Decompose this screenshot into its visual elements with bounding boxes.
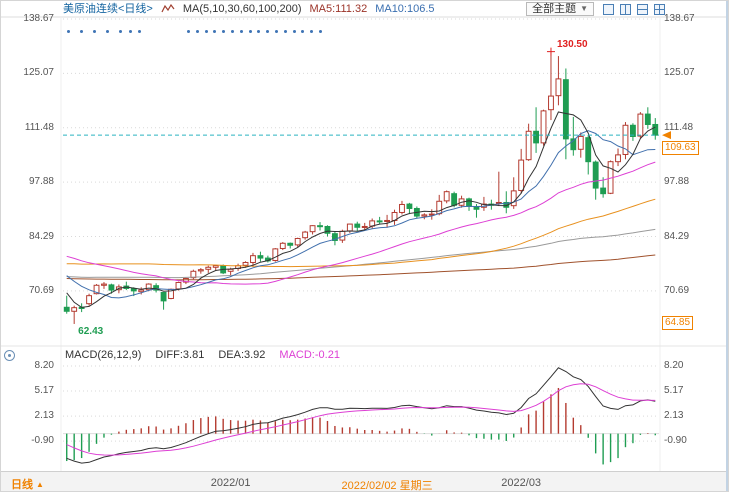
axis-tick-label: 70.69 bbox=[664, 284, 690, 296]
chart-layout-buttons bbox=[602, 3, 666, 16]
macd-diff-value: DIFF:3.81 bbox=[155, 349, 205, 361]
event-marker-dot bbox=[266, 30, 270, 33]
axis-tick-label: 2.13 bbox=[34, 410, 54, 422]
event-marker-dot bbox=[129, 30, 132, 33]
period-selector-label: 日线 bbox=[11, 479, 33, 491]
axis-tick-label: 111.48 bbox=[24, 121, 54, 133]
macd-diff-line bbox=[66, 367, 656, 464]
period-selector[interactable]: 日线 ▲ bbox=[11, 476, 44, 491]
axis-tick-label: 138.67 bbox=[23, 13, 54, 24]
event-marker-dot bbox=[222, 30, 226, 33]
ma10-value-label: MA10:106.5 bbox=[375, 3, 435, 15]
chevron-down-icon: ▼ bbox=[580, 4, 588, 13]
chevron-up-icon: ▲ bbox=[36, 479, 44, 489]
event-marker-dot bbox=[239, 30, 243, 33]
symbol-name: 美原油连续 bbox=[63, 3, 118, 15]
macd-hist-value: MACD:-0.21 bbox=[279, 349, 340, 361]
ma5-value-label: MA5:111.32 bbox=[309, 3, 368, 15]
time-axis: 日线 ▲ 2022/01 2022/02/02 星期三 2022/03 bbox=[1, 471, 728, 492]
window-right-edge bbox=[726, 1, 728, 491]
event-marker-dot bbox=[292, 30, 296, 33]
event-marker-dot bbox=[187, 30, 190, 33]
x-axis-label: 2022/03 bbox=[501, 477, 542, 489]
event-marker-dot bbox=[310, 30, 314, 33]
candles bbox=[63, 51, 659, 324]
period-tag: <日线> bbox=[118, 3, 153, 15]
event-marker-dot bbox=[106, 30, 109, 33]
axis-tick-label: 125.07 bbox=[664, 67, 695, 79]
axis-tick-label: 125.07 bbox=[23, 67, 54, 79]
ma10-line bbox=[66, 130, 656, 299]
axis-tick-label: 2.13 bbox=[664, 410, 684, 422]
layout-split-horizontal-icon[interactable] bbox=[636, 3, 649, 16]
layout-split-vertical-icon[interactable] bbox=[619, 3, 632, 16]
axis-tick-label: 8.20 bbox=[34, 360, 54, 371]
ma30-line bbox=[66, 161, 656, 285]
layout-single-icon[interactable] bbox=[602, 3, 615, 16]
ma5-line bbox=[66, 111, 656, 308]
axis-tick-label: 5.17 bbox=[34, 385, 54, 396]
event-marker-dot bbox=[67, 30, 70, 33]
event-marker-dot bbox=[138, 30, 141, 33]
event-marker-dot bbox=[301, 30, 305, 33]
symbol-title[interactable]: 美原油连续<日线> bbox=[63, 1, 153, 17]
ma60-line bbox=[66, 198, 656, 268]
event-marker-dot bbox=[119, 30, 122, 33]
toolbar: 美原油连续<日线> MA(5,10,30,60,100,200) MA5:111… bbox=[1, 1, 728, 17]
right-price-axis: 138.67 125.07 111.48 97.88 84.29 70.69 8.20 5.1… bbox=[664, 1, 726, 471]
event-marker-dot bbox=[80, 30, 83, 33]
axis-tick-label: 84.29 bbox=[28, 230, 54, 242]
pane-min-price-tag: 64.85 bbox=[662, 316, 694, 331]
ma200-line bbox=[66, 254, 656, 281]
event-marker-dot bbox=[213, 30, 217, 33]
high-price-annotation: 130.50 bbox=[556, 38, 588, 50]
macd-histogram bbox=[66, 387, 656, 465]
high-cross-marker bbox=[546, 47, 555, 56]
axis-tick-label: 70.69 bbox=[28, 284, 54, 296]
indicator-settings-icon[interactable] bbox=[3, 349, 16, 362]
theme-dropdown[interactable]: 全部主题 ▼ bbox=[526, 2, 594, 16]
left-price-axis: 138.67 125.07 111.48 97.88 84.29 70.69 8.20 5.1… bbox=[1, 1, 57, 471]
event-marker-dot bbox=[257, 30, 261, 33]
kline-zigzag-icon bbox=[161, 4, 175, 13]
event-marker-dot bbox=[195, 30, 199, 33]
event-marker-dot bbox=[283, 30, 287, 33]
axis-tick-label: 97.88 bbox=[28, 176, 54, 188]
axis-tick-label: 84.29 bbox=[664, 230, 690, 242]
macd-dea-line bbox=[66, 383, 656, 456]
axis-tick-label: -0.90 bbox=[31, 435, 54, 447]
event-marker-dot bbox=[204, 30, 208, 33]
layout-grid-icon[interactable] bbox=[653, 3, 666, 16]
event-marker-dot bbox=[93, 30, 96, 33]
axis-tick-label: 111.48 bbox=[664, 121, 694, 133]
theme-dropdown-label: 全部主题 bbox=[532, 3, 577, 15]
event-marker-dot bbox=[275, 30, 278, 33]
macd-title[interactable]: MACD(26,12,9) bbox=[65, 349, 142, 361]
low-price-annotation: 62.43 bbox=[78, 325, 104, 337]
event-marker-dot bbox=[248, 30, 252, 33]
macd-dea-value: DEA:3.92 bbox=[218, 349, 266, 361]
axis-tick-label: -0.90 bbox=[664, 435, 687, 447]
event-marker-dot bbox=[319, 30, 322, 33]
latest-price-tag: 109.63 bbox=[662, 141, 699, 156]
x-axis-label: 2022/01 bbox=[210, 477, 251, 489]
axis-tick-label: 8.20 bbox=[664, 360, 684, 371]
ma-lines bbox=[66, 111, 656, 308]
axis-tick-label: 97.88 bbox=[664, 176, 690, 188]
axis-tick-label: 5.17 bbox=[664, 385, 684, 396]
axis-tick-label: 138.67 bbox=[664, 13, 695, 24]
ma-settings-label[interactable]: MA(5,10,30,60,100,200) bbox=[182, 3, 302, 15]
latest-price-arrow bbox=[662, 131, 671, 140]
x-axis-crosshair-date-label: 2022/02/02 星期三 bbox=[341, 480, 433, 492]
event-marker-dot bbox=[231, 30, 234, 33]
macd-legend: MACD(26,12,9) DIFF:3.81 DEA:3.92 MACD:-0… bbox=[1, 348, 728, 362]
